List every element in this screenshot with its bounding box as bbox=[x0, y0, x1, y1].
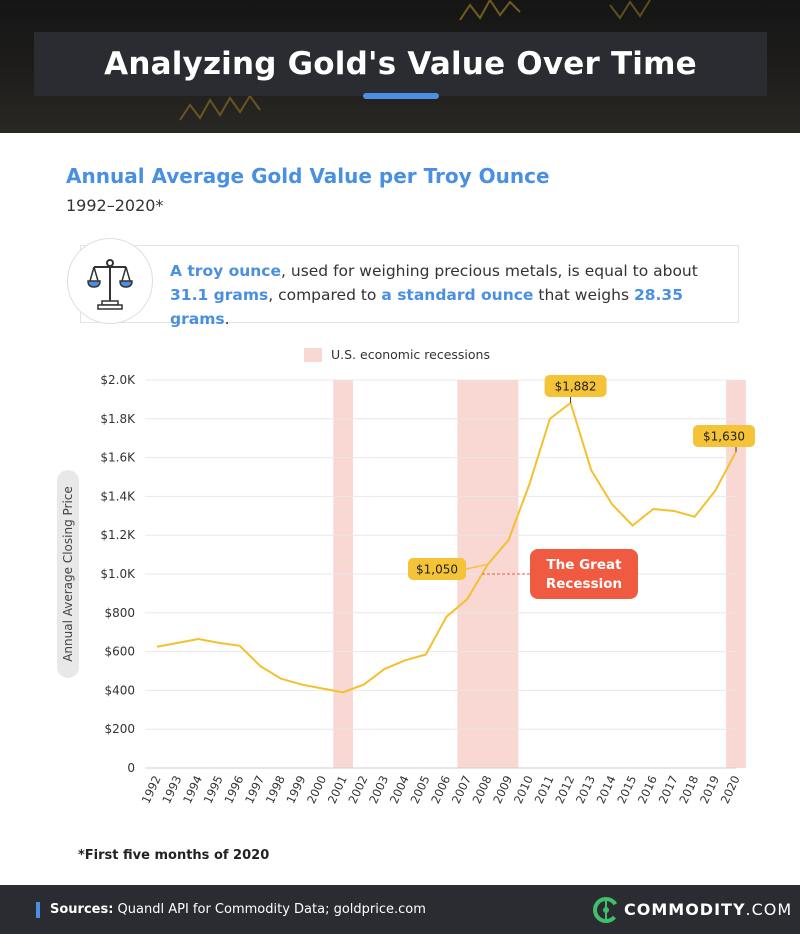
price-callout-box bbox=[693, 425, 755, 447]
sources-label: Sources: bbox=[50, 902, 114, 917]
y-tick-label: $1.6K bbox=[100, 451, 136, 465]
brand-name-main: COMMODITY bbox=[624, 900, 746, 919]
y-tick-label: $1.4K bbox=[100, 489, 136, 503]
gold-price-chart: 0 $200 $400 $600 $800 $1.0K $1.2K $1.4K $1.6K $1.… bbox=[57, 347, 755, 806]
sources-value: Quandl API for Commodity Data; goldprice… bbox=[113, 902, 426, 917]
brand-name-suffix: .COM bbox=[745, 900, 793, 919]
note-text-part: that weighs bbox=[533, 286, 634, 304]
y-tick-label: $1.2K bbox=[100, 528, 136, 542]
legend-label: U.S. economic recessions bbox=[331, 347, 490, 362]
title-underline bbox=[363, 93, 439, 99]
title-box: Analyzing Gold's Value Over Time bbox=[34, 32, 767, 96]
callout-leader bbox=[465, 563, 489, 570]
y-tick-label: $1.8K bbox=[100, 412, 136, 426]
y-axis-label-pill bbox=[57, 470, 79, 678]
note-text-part: , compared to bbox=[268, 286, 382, 304]
y-tick-label: $400 bbox=[104, 683, 135, 697]
chart-title: Annual Average Gold Value per Troy Ounce bbox=[66, 164, 550, 188]
y-tick-label: $600 bbox=[104, 645, 135, 659]
great-recession-box bbox=[530, 549, 638, 599]
great-recession-label: Recession bbox=[546, 576, 622, 592]
note-highlight: A troy ounce bbox=[170, 262, 282, 280]
note-highlight: 31.1 grams bbox=[170, 286, 269, 304]
y-tick-label: $1.0K bbox=[100, 567, 136, 581]
note-text-part: . bbox=[224, 310, 230, 328]
chart-subtitle: 1992–2020* bbox=[66, 196, 164, 215]
brand-name: COMMODITY.COM bbox=[624, 900, 792, 919]
note-highlight: 28.35 grams bbox=[170, 286, 683, 328]
note-text-part: , used for weighing precious metals, is … bbox=[281, 262, 698, 280]
y-tick-label: 0 bbox=[127, 761, 135, 775]
x-tick-label: 2020 bbox=[718, 773, 743, 805]
price-callout-box bbox=[408, 558, 466, 580]
footer-accent-bar bbox=[36, 902, 40, 918]
price-callout-box bbox=[544, 375, 607, 397]
y-axis-label: Annual Average Closing Price bbox=[61, 486, 75, 662]
note-text: A troy ounce, used for weighing precious… bbox=[170, 259, 730, 331]
footer bbox=[0, 885, 800, 934]
commodity-logo-icon bbox=[593, 897, 619, 923]
footnote: *First five months of 2020 bbox=[78, 848, 270, 863]
troy-ounce-note bbox=[80, 245, 739, 323]
price-callout-label: $1,050 bbox=[416, 563, 458, 577]
great-recession-label: The Great bbox=[546, 557, 622, 573]
header-banner: Analyzing Gold's Value Over Time bbox=[0, 0, 800, 133]
scales-icon bbox=[67, 238, 153, 324]
y-tick-label: $800 bbox=[104, 606, 135, 620]
stock-ticker-background bbox=[179, 0, 651, 121]
note-highlight: a standard ounce bbox=[381, 286, 534, 304]
y-tick-label: $200 bbox=[104, 722, 135, 736]
gold-price-line bbox=[156, 401, 737, 694]
price-callout-label: $1,630 bbox=[703, 430, 745, 444]
price-callout-label: $1,882 bbox=[555, 380, 597, 394]
legend-swatch bbox=[304, 348, 322, 362]
page-title: Analyzing Gold's Value Over Time bbox=[104, 46, 697, 82]
sources-text: Sources: Quandl API for Commodity Data; … bbox=[50, 902, 426, 917]
y-tick-label: $2.0K bbox=[100, 373, 136, 387]
